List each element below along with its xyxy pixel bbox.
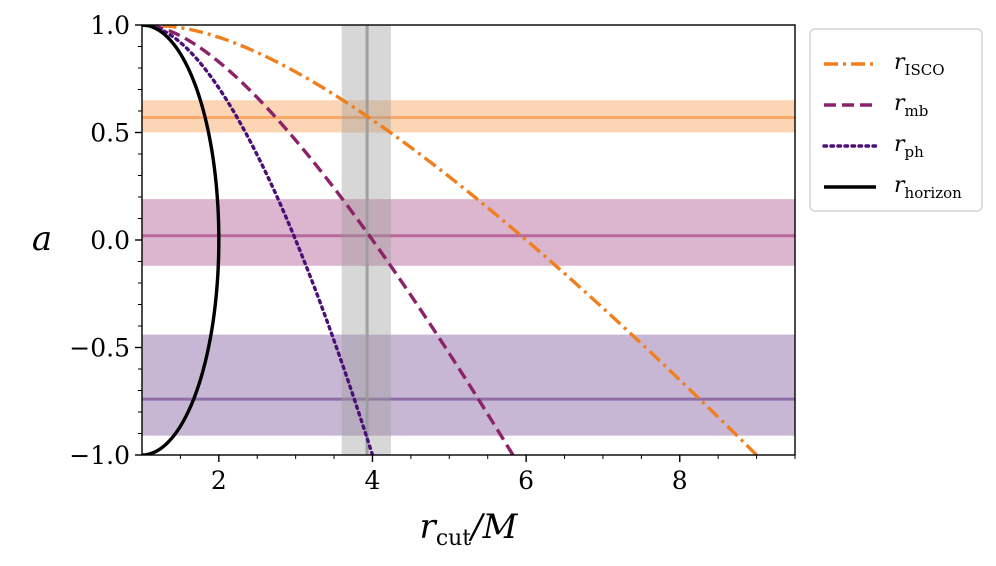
legend-label-main: r: [894, 91, 906, 116]
legend-label-main: r: [894, 132, 906, 157]
horizontal-band-2: [142, 199, 795, 266]
y-tick-label-4: −1.0: [69, 441, 130, 470]
legend-label-sub: ph: [905, 143, 925, 161]
legend-box: [809, 28, 983, 212]
x-axis-label-tail: /M: [468, 507, 518, 547]
legend-label-main: r: [894, 173, 906, 198]
curves-layer: [142, 25, 758, 455]
x-axis-label: rcut/M: [420, 507, 519, 551]
legend-label-main: r: [894, 50, 906, 75]
bands-layer: [142, 25, 795, 455]
series-line-r_mb: [142, 25, 515, 455]
ticks-layer: 2 4 6 8 1.0 0.5 0.0 −0.5 −1.0: [69, 11, 796, 495]
y-axis-label: a: [32, 219, 52, 259]
legend-label-sub: ISCO: [905, 61, 945, 79]
y-tick-label-1: 0.5: [90, 119, 130, 148]
legend-label-sub: mb: [905, 102, 929, 120]
x-tick-label-2: 2: [211, 466, 227, 495]
x-tick-label-6: 6: [518, 466, 534, 495]
legend-label-r_horizon: rhorizon: [894, 173, 962, 202]
y-tick-label-2: 0.0: [90, 226, 130, 255]
series-line-r_ISCO: [144, 25, 758, 455]
legend-label-r_ISCO: rISCO: [894, 50, 945, 79]
legend-label-r_ph: rph: [894, 132, 924, 161]
x-axis-label-sub: cut: [436, 526, 471, 551]
x-axis-label-main: r: [420, 507, 438, 547]
legend-label-r_mb: rmb: [894, 91, 928, 120]
y-tick-label-3: −0.5: [69, 334, 130, 363]
series-line-r_ph: [142, 25, 375, 455]
legend-label-sub: horizon: [905, 184, 963, 202]
y-tick-label-0: 1.0: [90, 11, 130, 40]
x-tick-label-4: 4: [365, 466, 381, 495]
series-line-r_horizon: [142, 25, 221, 455]
x-tick-label-8: 8: [672, 466, 688, 495]
